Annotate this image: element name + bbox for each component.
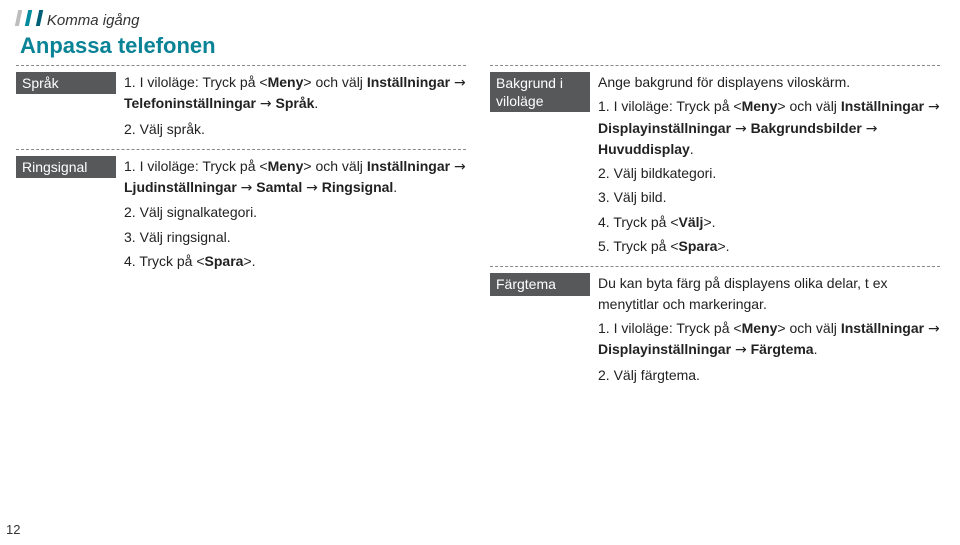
entry-intro: Du kan byta färg på displayens olika del…: [598, 273, 940, 314]
entry-body: Du kan byta färg på displayens olika del…: [590, 273, 940, 388]
chapter-title: Komma igång: [47, 12, 140, 29]
stripe-2: [25, 10, 32, 26]
stripe-3: [36, 10, 43, 26]
section-heading: Anpassa telefonen: [20, 33, 940, 59]
entry: Ringsignal 1. I viloläge: Tryck på <Meny>…: [16, 149, 466, 281]
entry: Språk 1. I viloläge: Tryck på <Meny> och …: [16, 65, 466, 149]
step: 1. I viloläge: Tryck på <Meny> och välj …: [124, 72, 466, 115]
step: 1. I viloläge: Tryck på <Meny> och välj …: [124, 156, 466, 199]
step: 2. Välj signalkategori.: [124, 202, 466, 222]
step: 2. Välj bildkategori.: [598, 163, 940, 183]
left-column: Språk 1. I viloläge: Tryck på <Meny> och …: [16, 65, 466, 395]
entry-intro: Ange bakgrund för displayens viloskärm.: [598, 72, 940, 92]
entry-label: Ringsignal: [16, 156, 116, 178]
step: 4. Tryck på <Spara>.: [124, 251, 466, 271]
entry-label: Språk: [16, 72, 116, 94]
steps-list: 1. I viloläge: Tryck på <Meny> och välj …: [598, 318, 940, 385]
entry-label: Bakgrund i viloläge: [490, 72, 590, 112]
step: 1. I viloläge: Tryck på <Meny> och välj …: [598, 96, 940, 159]
step: 4. Tryck på <Välj>.: [598, 212, 940, 232]
right-column: Bakgrund i vilolägeAnge bakgrund för dis…: [490, 65, 940, 395]
stripe-1: [15, 10, 22, 26]
steps-list: 1. I viloläge: Tryck på <Meny> och välj …: [124, 72, 466, 139]
chapter-header: Komma igång: [16, 10, 940, 31]
entry-body: Ange bakgrund för displayens viloskärm. 1…: [590, 72, 940, 260]
entry-body: 1. I viloläge: Tryck på <Meny> och välj …: [116, 156, 466, 275]
entry: Bakgrund i vilolägeAnge bakgrund för dis…: [490, 65, 940, 266]
header-marker: [14, 10, 45, 31]
step: 5. Tryck på <Spara>.: [598, 236, 940, 256]
entry: Färgtema Du kan byta färg på displayens o…: [490, 266, 940, 394]
step: 2. Välj färgtema.: [598, 365, 940, 385]
columns: Språk 1. I viloläge: Tryck på <Meny> och …: [16, 65, 940, 395]
step: 3. Välj ringsignal.: [124, 227, 466, 247]
step: 2. Välj språk.: [124, 119, 466, 139]
steps-list: 1. I viloläge: Tryck på <Meny> och välj …: [598, 96, 940, 256]
entry-label: Färgtema: [490, 273, 590, 295]
steps-list: 1. I viloläge: Tryck på <Meny> och välj …: [124, 156, 466, 271]
step: 3. Välj bild.: [598, 187, 940, 207]
page-number: 12: [6, 522, 20, 537]
step: 1. I viloläge: Tryck på <Meny> och välj …: [598, 318, 940, 361]
entry-body: 1. I viloläge: Tryck på <Meny> och välj …: [116, 72, 466, 143]
page: Komma igång Anpassa telefonen Språk 1. I …: [0, 0, 960, 405]
